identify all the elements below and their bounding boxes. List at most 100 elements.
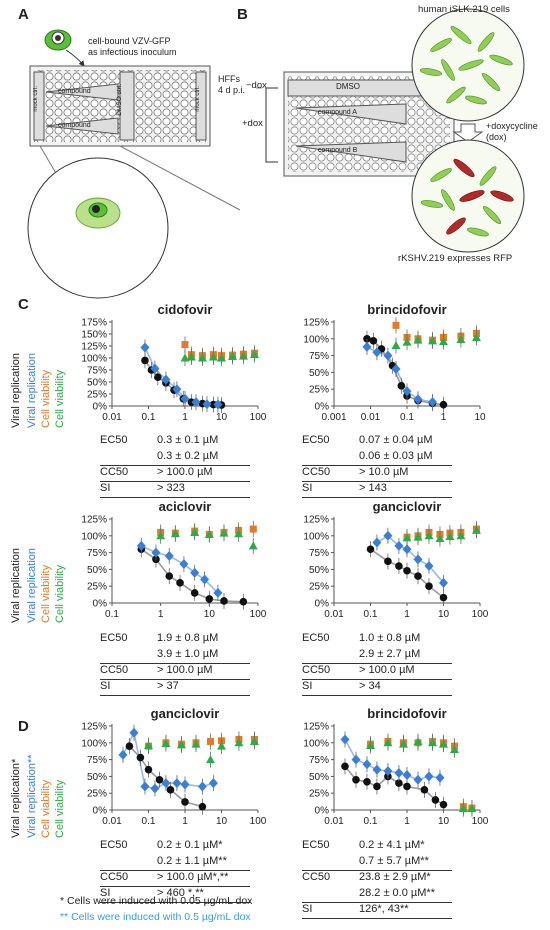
data-point-black	[125, 742, 134, 750]
x-tick-label: 10	[474, 412, 486, 423]
data-point-blue	[424, 771, 434, 782]
table-rule	[302, 902, 452, 903]
table-rule	[302, 695, 452, 696]
data-point-black	[341, 762, 349, 771]
table-rule	[302, 918, 452, 919]
x-tick-label: 10	[216, 412, 228, 423]
data-point-green	[383, 738, 393, 747]
y-tick-label: 100%	[81, 738, 107, 749]
stat-value: > 100.0 µM	[157, 664, 213, 676]
y-tick-label: 100%	[303, 738, 329, 749]
data-point-black	[363, 777, 371, 786]
fit-curve-blue	[344, 739, 441, 781]
table-rule	[100, 663, 250, 664]
data-point-blue	[413, 554, 423, 565]
stat-value: > 100.0 µM	[157, 466, 213, 478]
data-point-green	[227, 352, 237, 361]
x-tick-label: 0.1	[142, 816, 156, 827]
data-point-blue	[394, 540, 404, 551]
x-tick-label: 0.01	[102, 816, 122, 827]
data-point-black	[439, 800, 448, 809]
data-point-black	[397, 382, 406, 390]
data-point-green	[180, 353, 190, 362]
data-point-black	[141, 356, 149, 365]
data-point-green	[144, 740, 153, 749]
chart-title: ganciclovir	[373, 499, 442, 514]
data-point-black	[395, 562, 403, 570]
data-point-green	[439, 336, 448, 345]
x-tick-label: 0.01	[324, 816, 344, 827]
stat-value: > 323	[157, 482, 185, 494]
table-rule	[302, 663, 452, 664]
table-rule	[100, 481, 250, 482]
table-rule	[302, 465, 452, 466]
data-point-green	[161, 738, 171, 747]
data-point-black	[136, 753, 145, 762]
x-tick-label: 10	[204, 609, 216, 620]
y-tick-label: 50%	[309, 565, 329, 576]
data-point-black	[154, 373, 162, 381]
data-point-green	[413, 736, 423, 745]
stat-value: > 34	[359, 680, 381, 692]
stat-value: > 100.0 µM*,**	[157, 871, 229, 883]
y-tick-label: 25%	[309, 385, 329, 396]
ylabel-cell-orange-c1: Cell viability	[40, 369, 52, 428]
stat-value: 0.3 ± 0.1 µM	[157, 434, 219, 446]
stat-value: 126*, 43**	[359, 903, 409, 915]
data-point-blue	[383, 350, 393, 361]
data-point-black	[439, 400, 448, 409]
stat-value: 0.2 ± 4.1 µM*	[359, 839, 425, 851]
y-tick-label: 175%	[81, 318, 107, 329]
dmso-label: DMSO	[336, 82, 360, 91]
x-tick-label: 0.1	[105, 609, 119, 620]
data-point-green	[471, 525, 481, 534]
data-point-green	[206, 755, 216, 764]
y-tick-label: 125%	[81, 515, 107, 526]
y-tick-label: 25%	[87, 789, 107, 800]
stat-value: > 37	[157, 680, 179, 692]
compound-label-bottom: compound	[58, 122, 91, 129]
data-point-blue	[161, 374, 171, 385]
data-point-blue	[340, 734, 350, 745]
stats-aciclovir: EC50 1.9 ± 0.8 µM 3.9 ± 1.0 µM CC50 > 100.0 …	[100, 630, 260, 700]
chart-d-ganciclovir: ganciclovir 0% 25% 50% 75% 100% 125% 0.01 0.1 1 10…	[81, 706, 267, 827]
data-point-blue	[213, 587, 223, 598]
x-tick-label: 10	[438, 609, 450, 620]
data-point-blue	[161, 778, 171, 789]
y-tick-label: 125%	[303, 515, 329, 526]
data-point-orange	[249, 525, 257, 533]
data-point-blue	[439, 577, 448, 588]
y-tick-label: 0%	[93, 806, 108, 817]
panel-a-schematic	[27, 29, 241, 299]
stat-key: SI	[302, 903, 313, 915]
y-tick-label: 100%	[81, 531, 107, 542]
data-point-green	[366, 740, 375, 749]
data-point-black	[144, 765, 153, 774]
doxycycline-label-line-2: (dox)	[486, 132, 507, 142]
data-point-green	[197, 353, 207, 362]
table-rule	[100, 902, 250, 903]
data-point-blue	[372, 537, 382, 548]
y-tick-label: 150%	[81, 330, 107, 341]
data-point-green	[402, 337, 412, 346]
data-point-blue	[180, 393, 190, 404]
data-point-blue	[362, 759, 372, 770]
ylabel-cell-green-c2: Cell viability	[54, 564, 66, 623]
y-tick-label: 50%	[87, 565, 107, 576]
x-tick-label: 10	[216, 816, 228, 827]
data-point-blue	[202, 399, 212, 410]
table-rule	[302, 481, 452, 482]
x-tick-label: 100	[250, 816, 267, 827]
data-point-green	[190, 527, 200, 536]
stats-d-brincidofovir: EC50 0.2 ± 4.1 µM* 0.7 ± 5.7 µM** CC50 23.8 …	[302, 837, 472, 923]
data-point-black	[165, 572, 174, 580]
data-point-green	[458, 804, 468, 813]
data-point-black	[205, 595, 214, 603]
chart-brincidofovir: brincidofovir 0% 25% 50% 75% 100% 125% 0.001 0.0…	[303, 302, 486, 423]
data-point-green	[413, 532, 423, 541]
y-tick-label: 125%	[303, 722, 329, 733]
data-point-blue	[164, 550, 174, 561]
data-point-blue	[391, 364, 401, 375]
stat-key: EC50	[100, 434, 128, 446]
x-tick-label: 100	[250, 412, 267, 423]
